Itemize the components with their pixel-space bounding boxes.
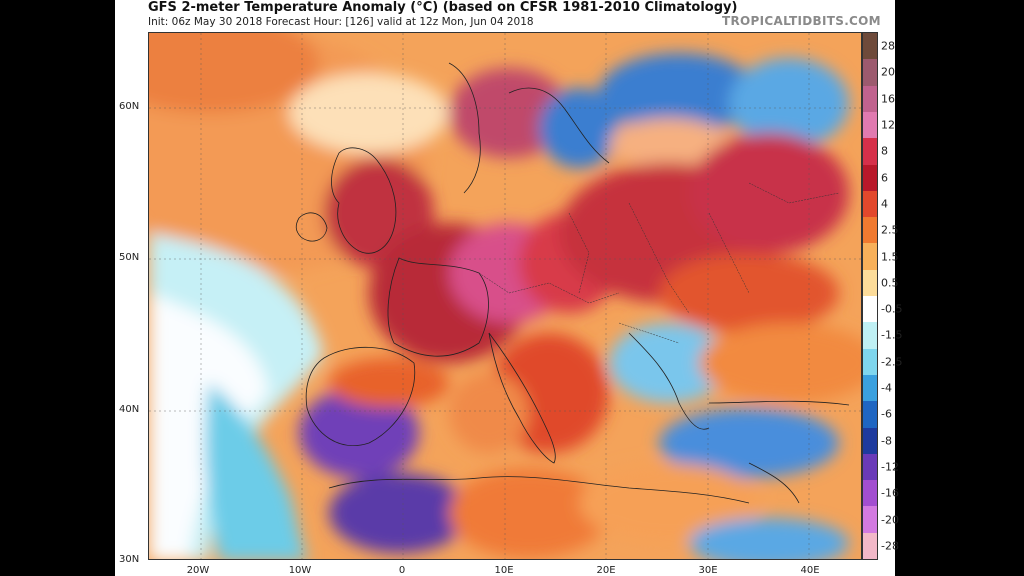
lon-label-40e: 40E (800, 565, 820, 576)
colorbar-label: 28 (881, 39, 895, 53)
lon-label-10e: 10E (494, 565, 514, 576)
map-subtitle: Init: 06z May 30 2018 Forecast Hour: [12… (148, 16, 534, 28)
colorbar-swatch (863, 374, 877, 402)
colorbar-label: -1.5 (881, 328, 903, 342)
colorbar-swatch (863, 532, 877, 560)
colorbar-swatch (863, 401, 877, 428)
colorbar-label: -16 (881, 486, 899, 500)
colorbar-label: 12 (881, 118, 895, 132)
colorbar-label: -2.5 (881, 355, 903, 369)
colorbar-swatch (863, 85, 877, 113)
colorbar (862, 32, 878, 560)
colorbar-swatch (863, 59, 877, 87)
colorbar-label: -28 (881, 539, 899, 553)
colorbar-swatch (863, 164, 877, 192)
colorbar-swatch (863, 138, 877, 165)
anomaly-map (148, 32, 862, 560)
colorbar-swatch (863, 190, 877, 218)
colorbar-label: 6 (881, 171, 888, 185)
colorbar-swatch (863, 296, 877, 323)
graticule (149, 33, 861, 559)
lon-label-30e: 30E (698, 565, 718, 576)
colorbar-label: 1.5 (881, 250, 899, 264)
colorbar-label: -8 (881, 434, 892, 448)
colorbar-label: 0.5 (881, 276, 899, 290)
lat-label-50n: 50N (119, 252, 140, 263)
country-borders (478, 182, 840, 344)
colorbar-swatch (863, 322, 877, 350)
colorbar-swatch (863, 453, 877, 481)
colorbar-label: 20 (881, 65, 895, 79)
colorbar-label: 2.5 (881, 223, 899, 237)
map-title: GFS 2-meter Temperature Anomaly (°C) (ba… (148, 0, 738, 15)
colorbar-label: -12 (881, 460, 899, 474)
colorbar-swatch (863, 33, 877, 60)
colorbar-swatch (863, 217, 877, 244)
brand-watermark: TROPICALTIDBITS.COM (722, 14, 881, 28)
colorbar-swatch (863, 506, 877, 534)
anomaly-field (149, 33, 861, 559)
lon-label-20e: 20E (596, 565, 616, 576)
lat-label-60n: 60N (119, 101, 140, 112)
lon-label-20w: 20W (186, 565, 210, 576)
colorbar-label: -0.5 (881, 302, 903, 316)
colorbar-swatch (863, 111, 877, 139)
colorbar-label: -20 (881, 513, 899, 527)
lon-label-10w: 10W (288, 565, 312, 576)
colorbar-swatch (863, 348, 877, 376)
colorbar-label: 8 (881, 144, 888, 158)
colorbar-swatch (863, 269, 877, 297)
colorbar-label: -6 (881, 407, 892, 421)
colorbar-label: 4 (881, 197, 888, 211)
colorbar-label: 16 (881, 92, 895, 106)
lat-label-40n: 40N (119, 404, 140, 415)
colorbar-label: -4 (881, 381, 892, 395)
lat-label-30n: 30N (119, 554, 140, 565)
map-canvas (149, 33, 861, 559)
colorbar-swatch (863, 243, 877, 271)
colorbar-swatch (863, 480, 877, 507)
lon-label-0: 0 (398, 565, 406, 576)
colorbar-swatch (863, 427, 877, 455)
